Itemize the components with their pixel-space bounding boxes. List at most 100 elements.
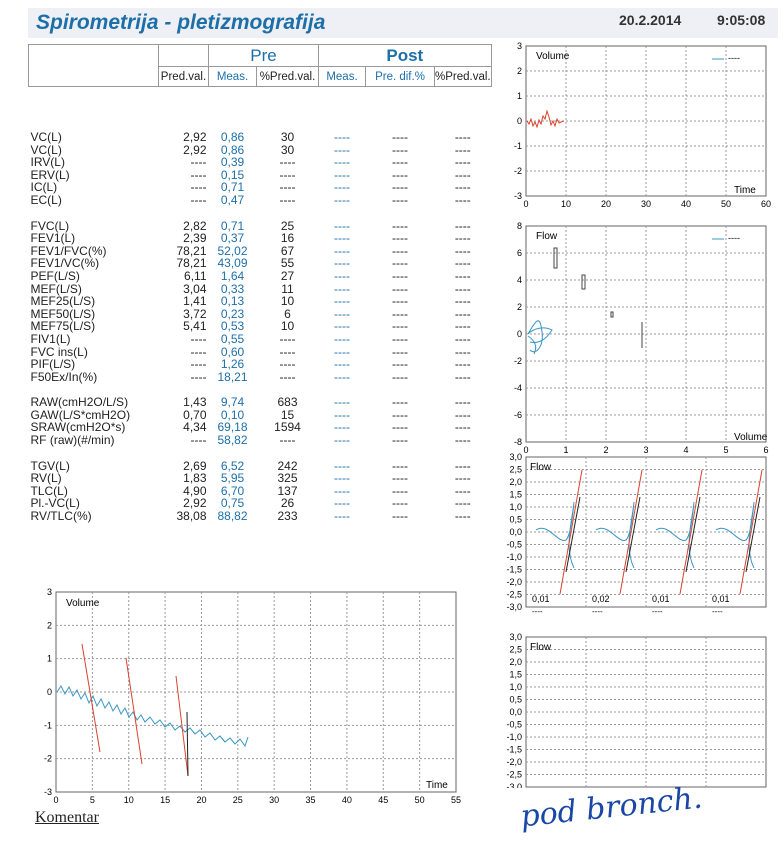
parameter-name: VC(L) [30,142,62,157]
pre-pct-pred: 10 [280,294,295,309]
parameter-name: ERV(L) [30,167,70,182]
y-tick-label: 1,5 [509,490,522,500]
post-pre-dif: ---- [392,483,408,498]
table-row: MEF75(L/S) 5,41 0,53 10 ---- ---- ---- [29,320,492,333]
group-header-post: Post [318,44,492,67]
pre-meas: 0,55 [220,331,245,346]
post-meas: ---- [334,192,350,207]
pre-pct-pred: ---- [279,180,296,195]
y-tick-label: 2,5 [509,645,522,655]
table-row: PIF(L/S) ---- 1,26 ---- ---- ---- ---- [29,358,492,371]
axis-label-x: Volume [734,432,768,443]
x-tick-label: 30 [641,199,651,209]
pre-pct-pred: ---- [279,344,296,359]
post-pct-pred: ---- [454,155,471,170]
parameter-name: MEF75(L/S) [30,319,96,334]
parameter-name: FEV1/FVC(%) [30,243,107,258]
pred-value: 3,72 [183,306,207,321]
pred-value: ---- [190,192,207,207]
chart-title: Volume [536,51,570,62]
post-meas: ---- [334,357,350,372]
table-row: RV/TLC(%) 38,08 88,82 233 ---- ---- ---- [29,510,492,523]
pred-value: 0,70 [183,407,207,422]
pre-pct-pred: ---- [279,433,296,448]
handwritten-note: pod bronch. [518,780,704,835]
pre-meas: 6,52 [220,458,245,473]
pred-value: 4,34 [183,420,207,435]
post-pct-pred: ---- [454,496,471,511]
pred-value: 2,69 [183,458,207,473]
pred-value: 2,92 [183,142,207,157]
spacer-row [29,207,492,220]
y-tick-label: 1 [517,91,522,101]
post-pre-dif: ---- [392,243,408,258]
pred-value: 6,11 [184,268,207,283]
pred-value: ---- [190,433,207,448]
table-row: IRV(L) ---- 0,39 ---- ---- ---- ---- [29,156,492,169]
post-pct-pred: ---- [454,344,471,359]
post-meas: ---- [334,142,350,157]
parameter-name: TLC(L) [30,483,68,498]
pre-meas: 52,02 [217,243,248,258]
y-tick-label: 0,0 [509,527,522,537]
post-meas: ---- [334,395,350,410]
post-pct-pred: ---- [454,306,471,321]
parameter-name: FIV1(L) [30,331,71,346]
post-meas: ---- [334,294,350,309]
x-tick-label: 20 [196,795,206,805]
parameter-name: EC(L) [30,192,62,207]
pre-pct-pred: 30 [280,142,295,157]
pred-value: 2,92 [183,130,207,144]
x-tick-label: 1 [563,445,568,454]
chart-title: Volume [66,598,100,609]
x-tick-label: 30 [269,795,279,805]
post-pre-dif: ---- [392,155,408,170]
pred-value: 1,41 [183,294,207,309]
y-tick-label: -1,5 [506,565,522,575]
pre-pct-pred: 11 [281,281,294,296]
y-tick-label: 6 [517,248,522,258]
pre-pct-pred: 25 [280,218,295,233]
table-row: MEF(L/S) 3,04 0,33 11 ---- ---- ---- [29,281,492,296]
pre-pct-pred: 55 [280,256,295,271]
post-pre-dif: ---- [392,167,408,182]
y-tick-label: 2 [47,620,52,630]
x-tick-label: 55 [451,795,461,805]
pre-pct-pred: 1594 [274,420,301,435]
pre-meas: 58,82 [217,433,248,448]
y-tick-label: -1 [44,720,52,730]
post-meas: ---- [334,281,350,296]
pre-meas: 0,71 [220,180,245,195]
chart-title: Flow [536,231,558,242]
x-tick-label: 40 [681,199,691,209]
parameter-name: PEF(L/S) [30,268,80,283]
post-meas: ---- [334,331,350,346]
post-meas: ---- [334,306,350,321]
pred-value: 3,04 [183,281,207,296]
post-meas: ---- [334,268,350,283]
marker-box [581,274,586,290]
post-meas: ---- [334,130,350,144]
x-tick-label: 3 [643,445,648,454]
parameter-name: F50Ex/In(%) [30,369,98,384]
table-row: FEV1/VC(%) 78,21 43,09 55 ---- ---- ---- [29,257,492,270]
parameter-name: RF (raw)(#/min) [30,433,115,448]
pre-pct-pred: 10 [280,319,295,334]
post-pct-pred: ---- [454,420,471,435]
post-meas: ---- [334,483,350,498]
table-row: FEV1(L) 2,39 0,37 16 ---- ---- ---- [29,232,492,245]
header-bar [28,8,778,38]
x-tick-label: 20 [601,199,611,209]
table-row: IC(L) ---- 0,71 ---- ---- ---- ---- [29,181,492,194]
pred-value: 2,39 [183,231,207,246]
x-tick-label: 45 [378,795,388,805]
pre-meas: 9,74 [220,395,245,410]
pred-value: 4,90 [183,483,207,498]
parameter-name: GAW(L/S*cmH2O) [30,407,131,422]
legend-label: ---- [728,233,740,243]
x-tick-label: 0 [523,445,528,454]
pred-value: ---- [190,167,207,182]
table-row: MEF25(L/S) 1,41 0,13 10 ---- ---- ---- [29,295,492,308]
post-pre-dif: ---- [392,420,408,435]
post-pre-dif: ---- [392,256,408,271]
